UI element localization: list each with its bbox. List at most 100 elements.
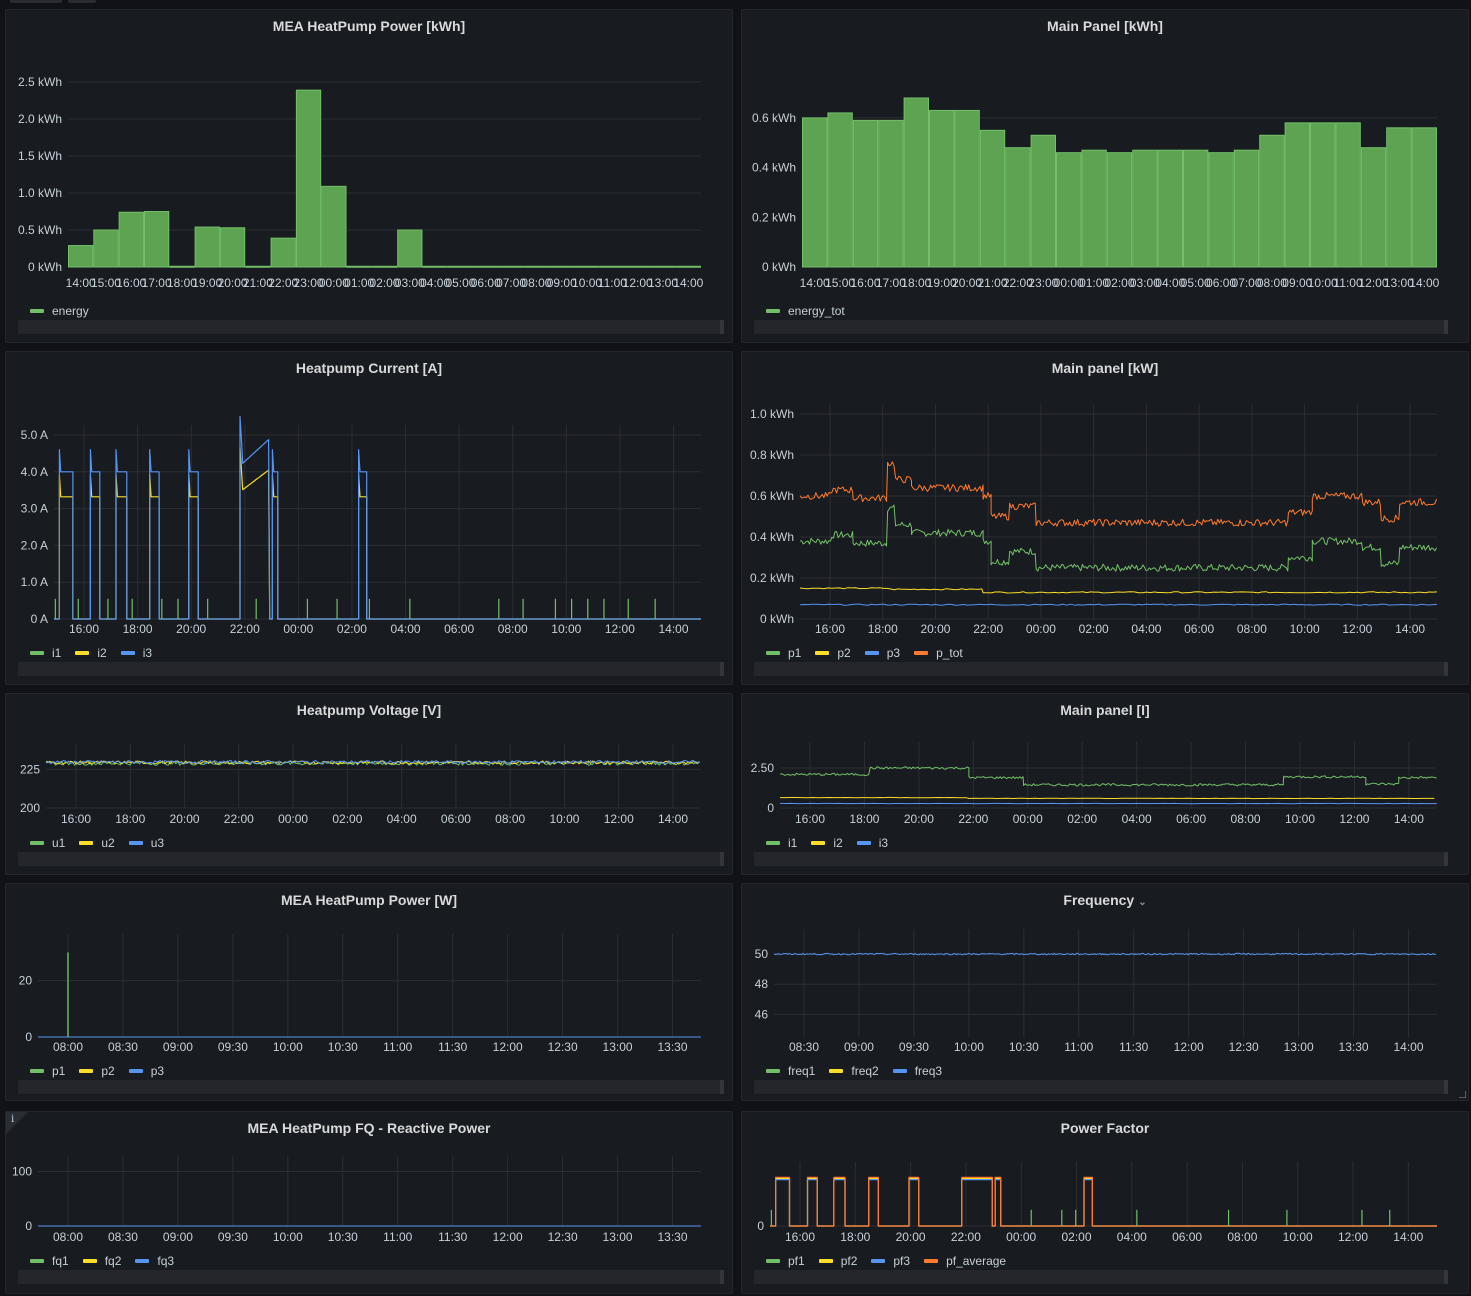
bar <box>1284 122 1310 268</box>
legend-item-pf3[interactable]: pf3 <box>871 1254 910 1268</box>
panel-title[interactable]: Power Factor <box>1060 1120 1150 1136</box>
panel-title[interactable]: Heatpump Current [A] <box>295 360 443 376</box>
legend-item-pf-average[interactable]: pf_average <box>924 1254 1006 1268</box>
x-tick-label: 11:00 <box>1334 276 1363 290</box>
panel-reactive-power[interactable]: i MEA HeatPump FQ - Reactive Power 0 100 0… <box>5 1111 733 1294</box>
panel-main-panel-kwh[interactable]: Main Panel [kWh] 0 kWh 0.2 kWh 0.4 kWh 0.6 … <box>741 9 1469 343</box>
bar <box>574 265 600 268</box>
legend-label: p3 <box>150 1064 165 1078</box>
y-tick-label: 5.0 A <box>21 428 48 442</box>
legend-item-u1[interactable]: u1 <box>30 836 65 850</box>
legend-scrollbar[interactable] <box>18 662 724 676</box>
chart-heatpump-voltage: 200 225 16:00 18:00 20:00 22:00 00:00 02:00 04:0… <box>20 744 701 826</box>
panel-title-text: Frequency <box>1063 892 1135 908</box>
x-tick-label: 14:00 <box>1409 276 1439 290</box>
y-tick-label: 0.2 kWh <box>750 571 794 585</box>
legend-scrollbar[interactable] <box>754 662 1448 676</box>
x-tick-label: 00:00 <box>278 812 308 826</box>
panel-title[interactable]: Frequency ⌄ <box>742 892 1468 908</box>
legend-label: p1 <box>52 1064 66 1078</box>
legend-swatch <box>766 841 780 845</box>
legend-item-energy-tot[interactable]: energy_tot <box>766 304 845 318</box>
legend-item-freq2[interactable]: freq2 <box>829 1064 879 1078</box>
legend-item-p3[interactable]: p3 <box>128 1064 165 1078</box>
legend-swatch <box>864 651 879 655</box>
bar <box>802 117 828 268</box>
legend-item-fq1[interactable]: fq1 <box>30 1254 69 1268</box>
panel-power-factor[interactable]: Power Factor 0 16:00 18:00 20:00 22:00 00:00 0… <box>741 1111 1469 1294</box>
panel-frequency[interactable]: Frequency ⌄ 46 48 50 08:30 09:00 09:30 10:00 10:… <box>741 883 1469 1101</box>
x-tick-label: 10:30 <box>328 1230 358 1244</box>
legend-label: pf_average <box>946 1254 1007 1268</box>
legend-scrollbar[interactable] <box>754 1270 1448 1284</box>
chevron-down-icon[interactable]: ⌄ <box>1138 897 1147 908</box>
legend-item-p3[interactable]: p3 <box>864 646 900 660</box>
legend-item-fq3[interactable]: fq3 <box>135 1254 174 1268</box>
panel-main-panel-kw[interactable]: Main panel [kW] 0 kWh 0.2 kWh 0.4 kWh 0.6 k… <box>741 351 1469 685</box>
panel-title[interactable]: Main panel [I] <box>1060 702 1150 718</box>
x-tick-label: 09:30 <box>218 1040 248 1054</box>
legend-scrollbar[interactable] <box>754 1080 1448 1094</box>
legend-scrollbar[interactable] <box>754 320 1448 334</box>
legend-item-freq1[interactable]: freq1 <box>766 1064 815 1078</box>
legend-item-i3[interactable]: i3 <box>856 836 888 850</box>
panel-heatpump-power-w[interactable]: MEA HeatPump Power [W] 0 20 08:00 08:30 09:0… <box>5 883 733 1101</box>
panel-main-panel-i[interactable]: Main panel [I] 0 2.50 16:00 18:00 20:00 22:00… <box>741 693 1469 875</box>
x-tick-label: 06:00 <box>1184 622 1214 636</box>
legend-scrollbar[interactable] <box>18 1270 724 1284</box>
legend-item-i1[interactable]: i1 <box>766 836 797 850</box>
panel-heatpump-power-kwh[interactable]: MEA HeatPump Power [kWh] 0 kWh 0.5 kWh 1.0… <box>5 9 733 343</box>
bar <box>1233 149 1260 268</box>
legend-item-i2[interactable]: i2 <box>811 836 843 850</box>
legend-item-pf2[interactable]: pf2 <box>818 1254 857 1268</box>
bar <box>1183 149 1209 268</box>
panel-title[interactable]: Heatpump Voltage [V] <box>296 702 442 718</box>
x-tick-label: 14:00 <box>673 276 703 290</box>
bar <box>1030 134 1057 268</box>
legend-scrollbar[interactable] <box>18 852 724 866</box>
legend-item-i2[interactable]: i2 <box>75 646 107 660</box>
legend-label: u2 <box>101 836 115 850</box>
legend-scrollbar[interactable] <box>18 320 724 334</box>
panel-title[interactable]: Main panel [kW] <box>1051 360 1159 376</box>
panel-title[interactable]: MEA HeatPump Power [kWh] <box>272 18 466 34</box>
legend-item-p1[interactable]: p1 <box>30 1064 65 1078</box>
top-tab[interactable] <box>68 0 96 3</box>
x-tick-label: 13:30 <box>658 1230 688 1244</box>
legend-item-i1[interactable]: i1 <box>30 646 61 660</box>
panel-title[interactable]: Main Panel [kWh] <box>1047 18 1163 34</box>
legend-item-u2[interactable]: u2 <box>79 836 115 850</box>
info-icon[interactable]: i <box>11 1114 15 1125</box>
x-tick-label: 11:30 <box>438 1040 467 1054</box>
legend-item-p1[interactable]: p1 <box>766 646 801 660</box>
legend-scrollbar[interactable] <box>754 852 1448 866</box>
x-tick-label: 13:00 <box>1284 1040 1314 1054</box>
legend-item-p2[interactable]: p2 <box>79 1064 115 1078</box>
x-tick-label: 14:00 <box>800 276 830 290</box>
x-tick-label: 07:00 <box>496 276 526 290</box>
series-line-i1 <box>779 766 1437 787</box>
top-tab[interactable] <box>10 0 62 3</box>
x-tick-label: 11:30 <box>1119 1040 1148 1054</box>
series-line-pf-average <box>770 1176 1437 1227</box>
legend-item-u3[interactable]: u3 <box>128 836 164 850</box>
legend-item-p-tot[interactable]: p_tot <box>914 646 963 660</box>
legend-item-fq2[interactable]: fq2 <box>82 1254 121 1268</box>
legend-item-freq3[interactable]: freq3 <box>892 1064 942 1078</box>
panel-title[interactable]: MEA HeatPump Power [W] <box>280 892 458 908</box>
bar <box>219 227 246 268</box>
x-tick-label: 12:30 <box>548 1040 578 1054</box>
legend-item-energy[interactable]: energy <box>30 304 89 318</box>
panel-resize-handle[interactable] <box>1459 1091 1466 1098</box>
x-tick-label: 11:00 <box>598 276 627 290</box>
panel-info-corner[interactable] <box>6 1112 28 1134</box>
legend-item-i3[interactable]: i3 <box>120 646 152 660</box>
legend-item-p2[interactable]: p2 <box>815 646 851 660</box>
legend-item-pf1[interactable]: pf1 <box>766 1254 805 1268</box>
panel-heatpump-voltage[interactable]: Heatpump Voltage [V] 200 225 16:00 18:00 20:… <box>5 693 733 875</box>
panel-heatpump-current[interactable]: Heatpump Current [A] 0 A 1.0 A 2.0 A 3.0 A 4… <box>5 351 733 685</box>
legend-scrollbar[interactable] <box>18 1080 724 1094</box>
panel-title[interactable]: MEA HeatPump FQ - Reactive Power <box>247 1120 491 1136</box>
x-tick-label: 11:00 <box>383 1040 412 1054</box>
legend-swatch <box>30 841 44 845</box>
